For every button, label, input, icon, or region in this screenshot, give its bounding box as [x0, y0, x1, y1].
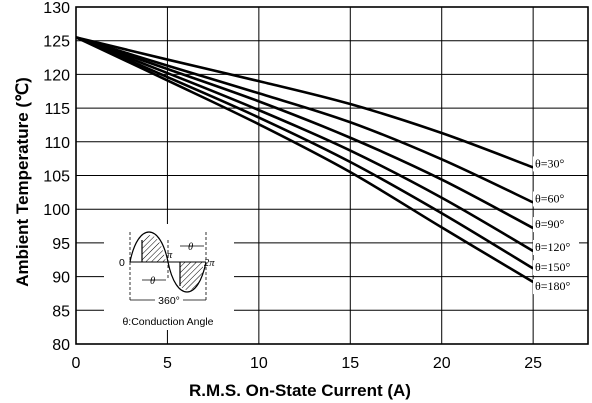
y-tick-label: 90 — [52, 270, 70, 287]
series-label-bg-1 — [533, 191, 579, 207]
series-label-3: θ=120° — [535, 240, 571, 254]
inset-period-label-bg — [155, 293, 183, 306]
x-axis-label: R.M.S. On-State Current (A) — [189, 381, 411, 400]
series-label-bg-5 — [533, 279, 579, 295]
inset-period-label: 360° — [158, 295, 180, 307]
inset-hatch-negative — [180, 262, 203, 291]
x-tick-label: 15 — [341, 355, 359, 372]
x-tick-label: 25 — [524, 355, 542, 372]
y-tick-label: 95 — [52, 236, 70, 253]
y-tick-label: 100 — [43, 202, 70, 219]
x-tick-label: 5 — [163, 355, 172, 372]
inset-hatch-positive — [142, 235, 166, 262]
series-label-5: θ=180° — [535, 279, 571, 293]
series-label-2: θ=90° — [535, 217, 565, 231]
x-tick-labels: 0 5 10 15 20 25 — [72, 355, 543, 372]
inset-pi-label: π — [167, 250, 173, 261]
y-tick-labels: 80 85 90 95 100 105 110 115 120 125 130 — [43, 0, 70, 354]
series-line-0 — [75, 36, 534, 169]
conduction-angle-inset: θ θ 360° 0 π 2π θ:Conduction Angle — [104, 224, 234, 330]
y-tick-label: 85 — [52, 303, 70, 320]
series-labels: θ=30° θ=60° θ=90° θ=120° θ=150° θ=180° — [533, 156, 579, 295]
x-tick-label: 20 — [433, 355, 451, 372]
x-tick-label: 10 — [250, 355, 268, 372]
inset-zero-label: 0 — [119, 257, 125, 269]
series-line-2 — [75, 36, 534, 230]
x-tick-label: 0 — [72, 355, 81, 372]
y-tick-label: 125 — [43, 34, 70, 51]
series-line-4 — [75, 36, 534, 270]
series-label-bg-3 — [533, 239, 579, 255]
y-tick-label: 120 — [43, 67, 70, 84]
series-label-bg-4 — [533, 260, 579, 276]
y-tick-label: 105 — [43, 169, 70, 186]
inset-theta-lower: θ — [150, 276, 155, 287]
series-label-bg-0 — [533, 156, 579, 172]
y-tick-label: 110 — [44, 135, 70, 152]
series-label-bg-2 — [533, 217, 579, 233]
series-label-0: θ=30° — [535, 156, 565, 170]
inset-caption: θ:Conduction Angle — [122, 316, 213, 328]
series-line-5 — [75, 36, 534, 284]
inset-theta-upper: θ — [188, 242, 193, 253]
series-lines — [75, 36, 534, 284]
y-tick-label: 80 — [52, 337, 70, 354]
inset-box — [104, 224, 234, 330]
series-line-1 — [75, 36, 534, 204]
y-tick-label: 130 — [43, 0, 70, 17]
y-tick-label: 115 — [44, 101, 70, 118]
series-line-3 — [75, 36, 534, 253]
inset-two-pi-label: 2π — [204, 258, 215, 269]
series-label-4: θ=150° — [535, 260, 571, 274]
series-label-1: θ=60° — [535, 191, 565, 205]
plot-frame — [75, 6, 589, 345]
y-axis-label: Ambient Temperature (℃) — [13, 77, 32, 287]
